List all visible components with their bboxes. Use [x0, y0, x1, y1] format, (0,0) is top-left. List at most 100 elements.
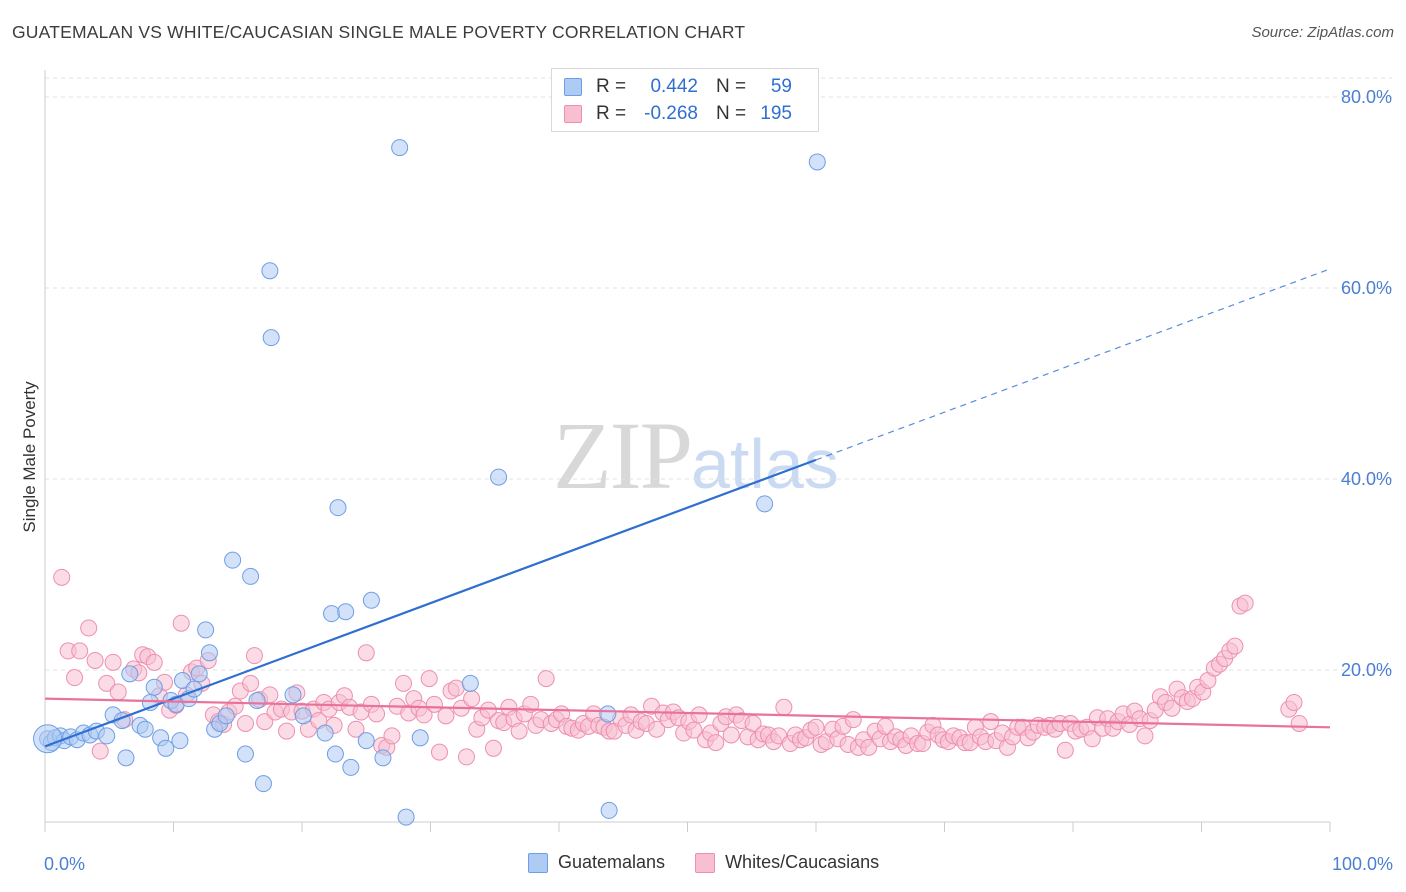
guatemalans-point: [808, 153, 826, 171]
whites-point: [66, 669, 84, 687]
whites-point: [690, 706, 708, 724]
whites-points: [53, 568, 1308, 766]
whites-point: [395, 674, 413, 692]
whites-point: [368, 705, 386, 723]
whites-point: [1236, 594, 1254, 612]
whites-point: [463, 690, 481, 708]
guatemalans-point: [33, 724, 63, 754]
whites-point: [145, 653, 163, 671]
legend-row-whites: R = -0.268 N = 195: [564, 102, 792, 126]
whites-point: [1056, 741, 1074, 759]
whites-point: [1136, 727, 1154, 745]
whites-point: [98, 674, 116, 692]
whites-point: [484, 739, 502, 757]
guatemalans-point: [357, 732, 375, 750]
guatemalans-point: [157, 739, 175, 757]
guatemalans-point: [337, 603, 355, 621]
whites-point: [1226, 637, 1244, 655]
whites-point: [172, 614, 190, 632]
whites-point: [357, 644, 375, 662]
guatemalans-point: [362, 591, 380, 609]
whites-point: [242, 674, 260, 692]
y-tick-label: 40.0%: [1341, 469, 1392, 489]
whites-point: [437, 707, 455, 725]
legend-swatch-pink: [695, 852, 716, 873]
trend-lines: [44, 268, 1331, 748]
axes: [44, 70, 1331, 832]
y-axis-label: Single Male Poverty: [20, 381, 39, 533]
legend-r-value: -0.268: [644, 103, 698, 124]
guatemalans-point: [121, 665, 139, 683]
guatemalans-point: [326, 745, 344, 763]
legend-swatch-blue: [528, 852, 548, 873]
whites-point: [844, 711, 862, 729]
whites-point: [1285, 693, 1303, 711]
legend-label: Guatemalans: [558, 852, 666, 872]
guatemalans-point: [599, 705, 617, 723]
series-legend: Guatemalans Whites/Caucasians: [528, 852, 909, 873]
whites-point: [982, 713, 1000, 731]
guatemalans-point: [261, 262, 279, 280]
whites-point: [347, 720, 365, 738]
guatemalans-point: [411, 729, 429, 747]
guatemalans-point: [236, 745, 254, 763]
y-tick-label: 60.0%: [1341, 278, 1392, 298]
guatemalans-trend-extension: [815, 268, 1331, 461]
whites-point: [430, 743, 448, 761]
guatemalans-point: [342, 758, 360, 776]
guatemalans-point: [323, 605, 341, 623]
guatemalans-point: [136, 720, 154, 738]
legend-n-value: 59: [770, 76, 792, 97]
whites-point: [807, 718, 825, 736]
guatemalans-point: [145, 678, 163, 696]
whites-point: [722, 726, 740, 744]
whites-point: [91, 742, 109, 760]
whites-point: [510, 722, 528, 740]
guatemalans-trend-line: [44, 458, 817, 748]
guatemalans-point: [254, 775, 272, 793]
whites-point: [109, 683, 127, 701]
guatemalans-point: [284, 686, 302, 704]
legend-r-label: R =: [596, 103, 627, 124]
whites-point: [104, 653, 122, 671]
legend-swatch-pink: [564, 105, 582, 123]
guatemalans-point: [316, 724, 334, 742]
whites-point: [53, 568, 71, 586]
guatemalans-point: [242, 567, 260, 585]
y-tick-label: 20.0%: [1341, 660, 1392, 680]
whites-point: [1290, 714, 1308, 732]
legend-swatch-blue: [564, 78, 582, 96]
guatemalans-point: [171, 732, 189, 750]
legend-n-value: 195: [760, 103, 792, 124]
whites-point: [71, 642, 89, 660]
whites-point: [457, 748, 475, 766]
guatemalans-point: [294, 707, 312, 725]
whites-point: [420, 670, 438, 688]
whites-point: [775, 698, 793, 716]
guatemalans-point: [248, 692, 266, 710]
legend-item-guatemalans[interactable]: Guatemalans: [528, 852, 665, 873]
whites-point: [479, 701, 497, 719]
guatemalans-point: [490, 468, 508, 486]
whites-point: [1163, 699, 1181, 717]
whites-point: [1083, 730, 1101, 748]
guatemalans-points: [33, 139, 826, 826]
source-credit: Source: ZipAtlas.com: [1251, 24, 1394, 41]
whites-point: [860, 738, 878, 756]
whites-point: [236, 714, 254, 732]
legend-n-label: N =: [716, 76, 747, 97]
guatemalans-point: [600, 801, 618, 819]
watermark-zip: ZIP: [553, 402, 693, 509]
whites-point: [537, 670, 555, 688]
guatemalans-point: [197, 621, 215, 639]
x-tick-label: 0.0%: [44, 854, 85, 874]
guatemalans-point: [117, 749, 135, 767]
whites-point: [245, 647, 263, 665]
legend-item-whites[interactable]: Whites/Caucasians: [695, 852, 879, 873]
legend-r-label: R =: [596, 76, 627, 97]
whites-point: [447, 679, 465, 697]
legend-r-value: 0.442: [650, 76, 698, 97]
correlation-legend: R = 0.442 N = 59 R = -0.268 N = 195: [551, 68, 819, 132]
whites-point: [80, 619, 98, 637]
